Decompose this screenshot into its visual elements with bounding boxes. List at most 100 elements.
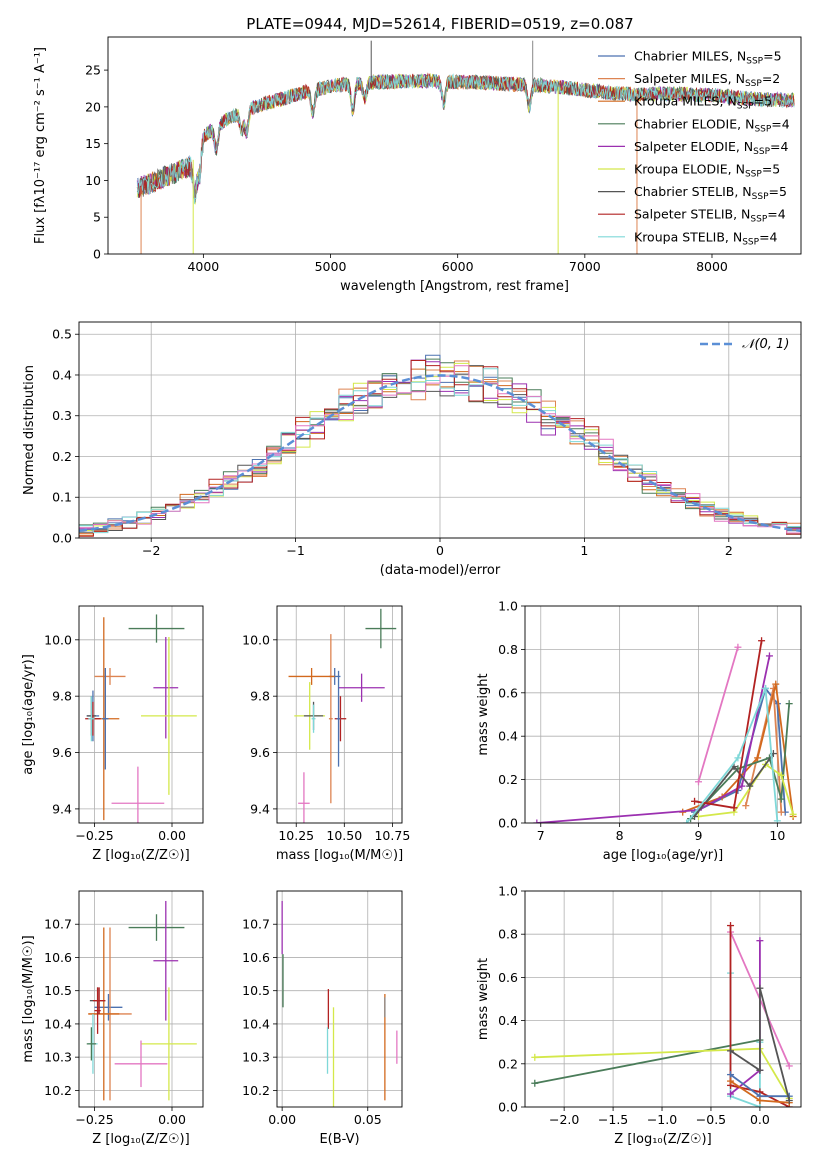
y-axis-label: Flux [fλ10⁻¹⁷ erg cm⁻² s⁻¹ A⁻¹] (33, 47, 48, 244)
y-tick-label: 0.0 (498, 816, 518, 831)
legend-subscript: SSP (754, 124, 771, 134)
x-tick-label: 6000 (442, 259, 474, 274)
y-tick-label: 9.6 (250, 745, 270, 760)
x-tick-label: 10.25 (278, 828, 314, 843)
weight-line (697, 646, 739, 783)
error-bars (85, 614, 197, 823)
x-tick-label: −2 (142, 543, 160, 558)
legend-label: Kroupa ELODIE, NSSP=5 (634, 162, 780, 180)
y-tick-label: 10.6 (242, 950, 270, 965)
legend-subscript: SSP (742, 237, 759, 247)
spectrum-lines (136, 40, 795, 254)
axes-frame (78, 321, 802, 539)
x-tick-label: 7000 (569, 259, 601, 274)
y-tick-label: 0.0 (52, 531, 72, 546)
legend-tail: =5 (754, 94, 772, 109)
y-tick-label: 0.0 (498, 1100, 518, 1115)
legend-label: Chabrier STELIB, NSSP=5 (634, 184, 787, 202)
legend-tail: =4 (767, 207, 785, 222)
x-tick-label: 9 (695, 828, 703, 843)
residuals-panel: −2 −1 0 1 2 0.0 0.1 0.2 0.3 0.4 0.5 (data-model)/er… (22, 321, 802, 578)
legend-label: Salpeter ELODIE, NSSP=4 (634, 139, 789, 157)
legend-text: Chabrier STELIB, N (634, 184, 752, 199)
spectrum-panel: 4000 5000 6000 7000 8000 0 5 10 15 20 25 wavelength… (33, 36, 802, 294)
y-tick-label: 0.2 (52, 449, 72, 464)
legend-subscript: SSP (750, 215, 767, 225)
axes-frame (524, 605, 802, 824)
y-tick-label: 10.2 (242, 1083, 270, 1098)
y-axis-label: mass weight (476, 673, 491, 755)
x-tick-label: −1.5 (598, 1112, 628, 1127)
x-axis-label: Z [log₁₀(Z/Z☉)] (92, 1132, 189, 1147)
x-tick-label: −1 (286, 543, 304, 558)
legend-subscript: SSP (745, 170, 762, 180)
y-tick-label: 0 (93, 247, 101, 262)
weight-line (729, 925, 790, 1107)
legend-label: Salpeter STELIB, NSSP=4 (634, 207, 786, 225)
x-axis-label: (data-model)/error (380, 563, 501, 578)
y-tick-label: 0.4 (52, 367, 72, 382)
y-tick-label: 0.3 (52, 408, 72, 423)
x-axis-label: mass [log₁₀(M/M☉)] (276, 848, 403, 863)
y-tick-label: 9.4 (250, 801, 270, 816)
mass_vs_ebv-panel: 0.00 0.05 10.2 10.3 10.4 10.5 10.6 10.7 E(B-V) (242, 890, 403, 1147)
y-tick-label: 10.4 (242, 1016, 270, 1031)
y-tick-label: 10.4 (44, 1016, 72, 1031)
weight-line (685, 688, 779, 823)
legend-subscript: SSP (753, 147, 770, 157)
x-tick-label: −2.0 (549, 1112, 579, 1127)
y-tick-label: 25 (85, 63, 101, 78)
y-tick-label: 9.6 (52, 745, 72, 760)
legend-text: Chabrier MILES, N (634, 49, 746, 64)
weight-lines (531, 922, 793, 1107)
legend-tail: =2 (762, 71, 780, 86)
legend-tail: =4 (759, 229, 777, 244)
y-axis-label: mass weight (476, 958, 491, 1040)
x-tick-label: 0.00 (158, 828, 186, 843)
weight-line (693, 753, 775, 818)
x-tick-label: 4000 (187, 259, 219, 274)
normal-curve (79, 374, 801, 533)
y-tick-label: 0.5 (52, 327, 72, 342)
y-tick-label: 20 (85, 99, 101, 114)
error-bars (86, 900, 197, 1101)
y-tick-label: 0.8 (498, 642, 518, 657)
x-tick-label: 0.0 (750, 1112, 770, 1127)
error-bars (281, 900, 398, 1107)
y-tick-label: 0.1 (52, 490, 72, 505)
legend-text: Salpeter STELIB, N (634, 207, 750, 222)
y-tick-label: 10.0 (44, 632, 72, 647)
y-tick-label: 1.0 (498, 599, 518, 614)
x-axis-label: Z [log₁₀(Z/Z☉)] (614, 1132, 711, 1147)
legend-text: Kroupa ELODIE, N (634, 162, 745, 177)
y-tick-label: 10.2 (44, 1083, 72, 1098)
y-tick-label: 5 (93, 210, 101, 225)
y-tick-label: 1.0 (498, 884, 518, 899)
y-tick-label: 0.6 (498, 970, 518, 985)
y-tick-label: 10 (85, 173, 101, 188)
figure-title: PLATE=0944, MJD=52614, FIBERID=0519, z=0… (246, 15, 633, 33)
legend-text: Kroupa STELIB, N (634, 229, 742, 244)
legend-label: Chabrier ELODIE, NSSP=4 (634, 116, 790, 134)
y-tick-label: 9.4 (52, 801, 72, 816)
x-tick-label: −0.25 (75, 1112, 113, 1127)
mass_vs_Z-panel: −0.25 0.00 10.2 10.3 10.4 10.5 10.6 10.7 Z [log₁… (21, 890, 204, 1147)
legend-subscript: SSP (737, 102, 754, 112)
axes-frame (78, 890, 204, 1108)
x-tick-label: 0.00 (158, 1112, 186, 1127)
y-tick-label: 0.8 (498, 927, 518, 942)
axes-frame (524, 890, 802, 1108)
legend-text: Salpeter ELODIE, N (634, 139, 753, 154)
spectrum-line (136, 73, 795, 204)
x-tick-label: −0.5 (696, 1112, 726, 1127)
histogram-step-line (79, 368, 801, 538)
x-tick-label: 5000 (315, 259, 347, 274)
legend-label: Chabrier MILES, NSSP=5 (634, 49, 782, 67)
x-tick-label: 7 (537, 828, 545, 843)
y-tick-label: 0.2 (498, 1056, 518, 1071)
x-tick-label: −1.0 (647, 1112, 677, 1127)
weight-line (730, 987, 791, 1101)
x-axis-label: wavelength [Angstrom, rest frame] (340, 279, 569, 294)
x-tick-label: 8000 (696, 259, 728, 274)
